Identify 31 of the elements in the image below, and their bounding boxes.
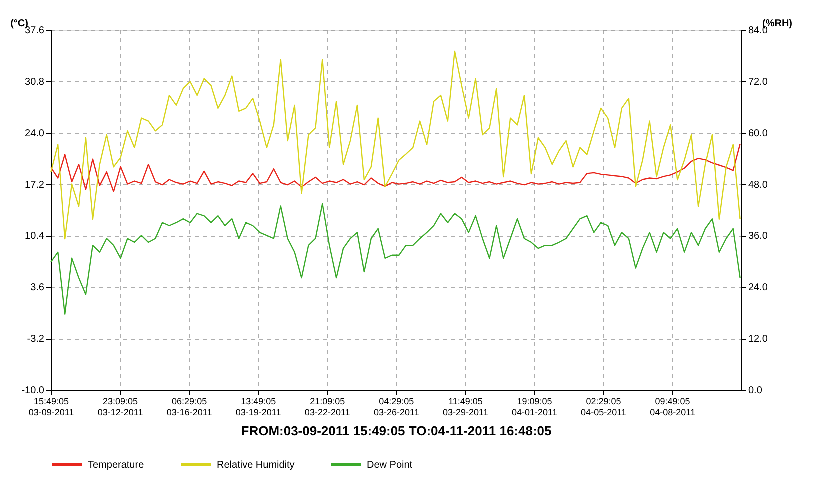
y-tick-label: 10.4 [25, 231, 45, 242]
y2-tick-label: 12.0 [748, 334, 768, 346]
x-tick-label: 02:29:05 04-05-2011 [581, 396, 626, 418]
x-tick-label: 15:49:05 03-09-2011 [28, 396, 74, 418]
x-tick-label: 21:09:05 03-22-2011 [304, 396, 350, 418]
legend-label: Relative Humidity [217, 460, 295, 471]
y-tick-label: -10.0 [22, 386, 45, 396]
legend-label: Dew Point [367, 460, 413, 471]
y2-tick-label: 36.0 [748, 231, 768, 242]
x-tick-label: 23:09:05 03-12-2011 [98, 396, 144, 418]
y2-tick-label: 72.0 [748, 76, 768, 88]
x-tick-label: 09:49:05 04-08-2011 [650, 396, 696, 418]
x-tick-label: 19:09:05 04-01-2011 [512, 396, 558, 418]
line-series [50, 144, 741, 192]
y2-tick-label: 0.0 [748, 386, 763, 396]
y-tick-label: 17.2 [25, 180, 45, 191]
line-series [50, 50, 741, 240]
y-tick-label: 3.6 [30, 282, 45, 294]
y2-tick-label: 48.0 [748, 180, 768, 191]
y-tick-label: 30.8 [25, 76, 45, 88]
y2-tick-label: 60.0 [748, 128, 768, 140]
x-tick-label: 13:49:05 03-19-2011 [236, 396, 282, 418]
y2-tick-label: 24.0 [748, 282, 768, 294]
y-tick-label: -3.2 [27, 334, 45, 346]
x-axis-title: FROM:03-09-2011 15:49:05 TO:04-11-2011 16:48:05 [241, 424, 552, 438]
line-series [50, 203, 741, 315]
x-tick-label: 11:49:05 03-29-2011 [442, 396, 488, 418]
y-tick-label: 24.0 [25, 128, 45, 140]
x-tick-label: 06:29:05 03-16-2011 [166, 396, 212, 418]
legend-label: Temperature [88, 460, 145, 471]
x-tick-label: 04:29:05 03-26-2011 [374, 396, 420, 418]
